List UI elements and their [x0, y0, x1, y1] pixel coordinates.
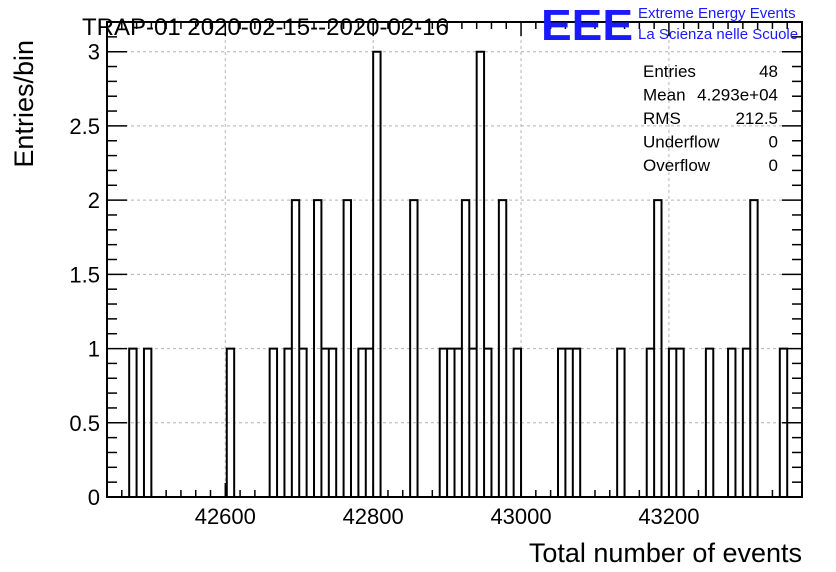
stats-value: 0 [769, 133, 778, 152]
eee-logo-line2: La Scienza nelle Scuole [638, 26, 798, 43]
x-tick-label: 43000 [490, 504, 551, 529]
stats-label: Overflow [643, 156, 711, 175]
x-tick-label: 42600 [195, 504, 256, 529]
x-tick-label: 43200 [638, 504, 699, 529]
stats-label: Underflow [643, 133, 720, 152]
y-tick-label: 0 [88, 485, 100, 510]
x-axis: 42600 42800 43000 43200 [121, 22, 803, 529]
y-tick-label: 0.5 [69, 411, 100, 436]
y-tick-label: 1.5 [69, 262, 100, 287]
chart-title: TRAP-01 2020-02-15--2020-02-16 [82, 14, 449, 41]
stats-value: 4.293e+04 [697, 86, 778, 105]
eee-logo-line1: Extreme Energy Events [638, 5, 796, 22]
stats-value: 48 [759, 62, 778, 81]
eee-logo: EEE Extreme Energy Events La Scienza nel… [541, 1, 798, 50]
y-tick-label: 1 [88, 337, 100, 362]
stats-box: Entries 48 Mean 4.293e+04 RMS 212.5 Underflow 0… [643, 62, 778, 175]
x-tick-label: 42800 [343, 504, 404, 529]
y-tick-label: 2.5 [69, 114, 100, 139]
x-axis-label: Total number of events [529, 538, 802, 568]
stats-label: Mean [643, 86, 686, 105]
stats-label: Entries [643, 62, 696, 81]
stats-label: RMS [643, 109, 681, 128]
y-tick-label: 2 [88, 188, 100, 213]
eee-logo-mark: EEE [541, 1, 633, 50]
y-axis-label: Entries/bin [9, 40, 39, 168]
stats-value: 212.5 [735, 109, 778, 128]
histogram-outline [128, 50, 789, 497]
stats-value: 0 [769, 156, 778, 175]
y-axis: 0 0.5 1 1.5 2 2.5 3 [69, 21, 802, 510]
y-tick-label: 3 [88, 40, 100, 65]
